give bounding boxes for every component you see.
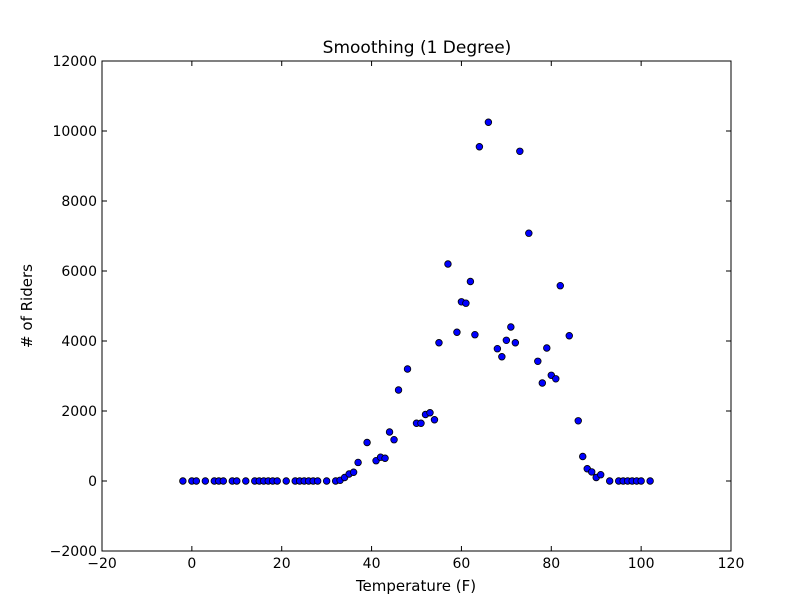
x-tick-label: 20	[273, 556, 291, 572]
data-point	[646, 477, 654, 485]
data-point	[588, 468, 596, 476]
data-point	[201, 477, 210, 485]
data-point	[444, 260, 452, 268]
x-tick-label: 0	[187, 556, 196, 572]
data-point	[556, 282, 564, 290]
data-point	[363, 438, 371, 447]
data-point	[219, 477, 228, 485]
data-point	[242, 477, 250, 485]
axis-ticks: −20 0 20 40 60 80 100 120 −2000 0 2000 4000 6000 8000…	[50, 54, 745, 572]
data-point	[394, 386, 403, 394]
y-tick-label: 10000	[52, 124, 97, 140]
data-point	[579, 452, 587, 461]
data-point	[534, 357, 542, 365]
data-point	[574, 417, 582, 425]
x-tick-label: 120	[718, 556, 745, 572]
x-tick-label: 60	[453, 556, 471, 572]
data-point	[543, 344, 551, 352]
data-point	[403, 365, 412, 373]
data-point	[605, 477, 614, 485]
data-point	[354, 458, 362, 467]
data-point	[637, 477, 645, 485]
data-points	[179, 118, 654, 485]
data-point	[179, 477, 187, 485]
data-point	[435, 339, 443, 347]
x-tick-label: 40	[363, 556, 381, 572]
data-point	[349, 468, 358, 476]
data-point	[498, 353, 506, 361]
y-tick-label: 0	[88, 474, 97, 490]
data-point	[516, 147, 524, 155]
y-tick-label: 8000	[61, 194, 97, 210]
data-point	[192, 477, 201, 485]
data-point	[322, 477, 331, 485]
data-point	[417, 419, 425, 427]
data-point	[552, 375, 560, 383]
chart-title: Smoothing (1 Degree)	[323, 38, 512, 58]
data-point	[390, 436, 398, 444]
x-tick-label: −20	[87, 556, 117, 572]
x-tick-label: 100	[628, 556, 655, 572]
data-point	[475, 143, 484, 151]
plot-frame	[101, 60, 732, 552]
y-tick-label: −2000	[50, 544, 97, 560]
data-point	[233, 477, 241, 485]
data-point	[511, 339, 520, 347]
data-point	[453, 328, 461, 336]
data-point	[430, 416, 439, 424]
data-point	[385, 428, 394, 436]
data-point	[565, 332, 573, 340]
y-axis-label: # of Riders	[18, 264, 36, 348]
y-tick-label: 2000	[61, 404, 97, 420]
data-point	[426, 409, 434, 417]
data-point	[313, 477, 322, 485]
data-point	[525, 229, 533, 237]
data-point	[466, 277, 475, 286]
x-axis-label: Temperature (F)	[355, 577, 476, 595]
data-point	[462, 299, 470, 307]
data-point	[273, 477, 281, 485]
x-tick-label: 80	[542, 556, 560, 572]
y-tick-label: 4000	[61, 334, 97, 350]
y-tick-label: 6000	[61, 264, 97, 280]
data-point	[493, 345, 502, 353]
data-point	[471, 331, 479, 339]
data-point	[484, 118, 493, 126]
data-point	[538, 379, 546, 387]
data-point	[597, 471, 605, 479]
data-point	[282, 477, 290, 485]
data-point	[502, 336, 511, 344]
y-tick-label: 12000	[52, 54, 97, 70]
data-point	[507, 323, 515, 331]
data-point	[381, 454, 389, 462]
